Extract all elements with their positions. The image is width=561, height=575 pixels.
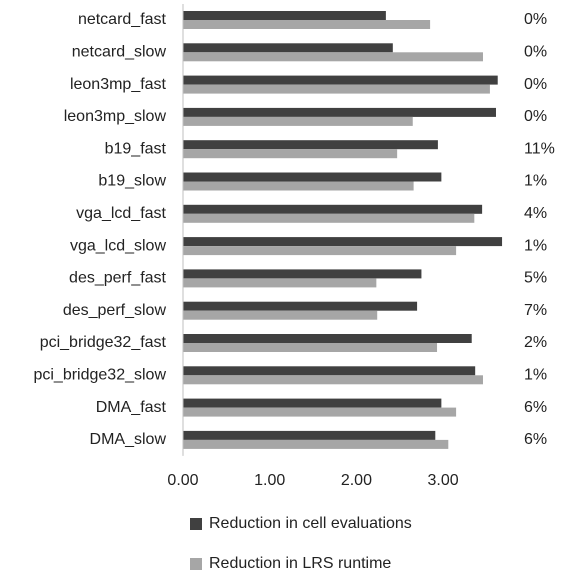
bar [183, 439, 449, 449]
category-label: pci_bridge32_fast [40, 334, 167, 351]
bar [183, 343, 438, 352]
category-label: leon3mp_slow [64, 108, 167, 125]
bar [183, 181, 414, 191]
annotation: 2% [524, 334, 547, 351]
bar [183, 430, 436, 440]
annotation: 5% [524, 270, 547, 287]
bar [183, 310, 378, 320]
legend-label: Reduction in cell evaluations [209, 515, 412, 532]
bar [183, 237, 503, 247]
bar [183, 407, 457, 417]
bar [183, 20, 431, 29]
bar [183, 11, 386, 20]
category-label: DMA_fast [96, 399, 167, 416]
annotation: 1% [524, 173, 547, 190]
annotation: 0% [524, 11, 547, 28]
legend-swatch [190, 558, 202, 570]
bar [183, 375, 483, 385]
annotation: 0% [524, 44, 547, 61]
annotation: 4% [524, 205, 547, 222]
annotation: 0% [524, 76, 547, 93]
x-tick-label: 2.00 [341, 472, 372, 489]
bar [183, 149, 398, 159]
bar [183, 213, 475, 223]
bar [183, 140, 438, 150]
bar [183, 204, 483, 214]
legend-label: Reduction in LRS runtime [209, 555, 391, 572]
bar [183, 398, 442, 408]
category-label: netcard_fast [78, 11, 167, 28]
legend-swatch [190, 518, 202, 530]
category-label: netcard_slow [72, 44, 167, 61]
bar [183, 366, 476, 376]
bar [183, 334, 472, 343]
bar [183, 301, 418, 311]
category-label: pci_bridge32_slow [33, 367, 166, 384]
x-tick-label: 0.00 [167, 472, 198, 489]
bar [183, 52, 483, 62]
bar [183, 116, 413, 126]
bar [183, 278, 377, 288]
category-label: vga_lcd_fast [76, 205, 166, 222]
category-label: DMA_slow [90, 431, 167, 448]
annotation: 6% [524, 431, 547, 448]
bar [183, 246, 457, 256]
annotation: 6% [524, 399, 547, 416]
annotation: 0% [524, 108, 547, 125]
x-tick-label: 3.00 [428, 472, 459, 489]
category-label: leon3mp_fast [70, 76, 167, 93]
bar [183, 172, 442, 182]
annotation: 1% [524, 237, 547, 254]
bar [183, 43, 393, 53]
bar [183, 107, 496, 117]
annotation: 11% [524, 140, 555, 157]
annotation: 1% [524, 367, 547, 384]
category-label: b19_slow [98, 173, 166, 190]
bar [183, 84, 490, 94]
x-tick-label: 1.00 [254, 472, 285, 489]
category-label: des_perf_slow [63, 302, 167, 319]
bar [183, 269, 422, 279]
bar [183, 75, 498, 85]
category-label: b19_fast [105, 140, 167, 157]
annotation: 7% [524, 302, 547, 319]
category-label: des_perf_fast [69, 270, 167, 287]
category-label: vga_lcd_slow [70, 237, 167, 254]
